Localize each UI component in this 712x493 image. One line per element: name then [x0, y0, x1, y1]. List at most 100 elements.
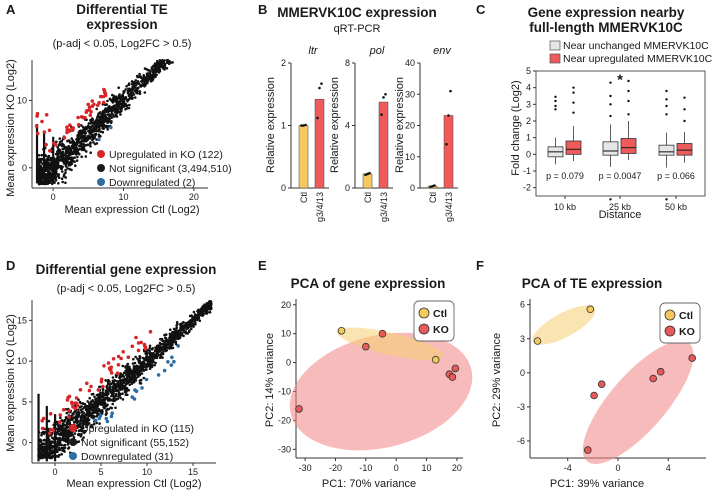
not-significant-point — [165, 59, 169, 62]
upregulated-point — [109, 368, 113, 372]
not-significant-point — [49, 156, 52, 160]
not-significant-point — [56, 166, 59, 170]
x-tick-label: 0 — [51, 192, 56, 202]
upregulated-point — [42, 130, 47, 134]
not-significant-point — [45, 180, 48, 183]
not-significant-point — [163, 59, 166, 62]
downregulated-point — [105, 419, 110, 424]
panel-c-legend-swatch-unchanged — [549, 40, 561, 51]
not-significant-point — [47, 166, 51, 169]
not-significant-point — [166, 61, 169, 64]
not-significant-point — [76, 155, 79, 159]
outlier-point — [665, 198, 668, 201]
not-significant-point — [60, 432, 64, 436]
panel-d-legend-down: Downregulated (31) — [81, 451, 173, 463]
not-significant-point — [60, 177, 64, 181]
not-significant-point — [105, 103, 108, 106]
outlier-point — [609, 103, 612, 106]
not-significant-point — [106, 380, 110, 383]
not-significant-point — [189, 319, 192, 323]
not-significant-point — [178, 336, 182, 340]
not-significant-point — [92, 407, 96, 410]
not-significant-point — [56, 149, 60, 152]
significance-star: * — [617, 71, 623, 88]
not-significant-point — [126, 362, 130, 366]
not-significant-point — [119, 113, 122, 116]
not-significant-point — [154, 64, 157, 68]
y-tick-label: 3 — [520, 334, 525, 344]
not-significant-point — [72, 149, 76, 153]
not-significant-point — [110, 99, 113, 103]
panel-a-letter: A — [6, 2, 16, 17]
not-significant-point — [87, 137, 90, 140]
ko-point — [649, 374, 657, 383]
not-significant-point — [91, 408, 94, 412]
not-significant-point — [83, 405, 86, 409]
panel-e-ylabel: PC2: 14% variance — [264, 333, 276, 427]
not-significant-point — [40, 157, 43, 161]
panel-a: A Differential TE expression (p-adj < 0.… — [5, 2, 232, 216]
not-significant-point — [57, 156, 61, 159]
not-significant-point — [111, 402, 114, 406]
not-significant-point — [77, 420, 80, 423]
x-tick-label: 0 — [52, 467, 57, 477]
panel-a-legend: Upregulated in KO (122) Not significant … — [97, 149, 232, 189]
x-tick-label: 10 kb — [554, 202, 576, 212]
not-significant-point — [171, 333, 174, 337]
panel-e-legend-swatch-ctl — [418, 307, 430, 319]
y-tick-label: 5 — [526, 66, 531, 76]
not-significant-point — [81, 420, 85, 424]
upregulated-point — [61, 408, 66, 412]
not-significant-point — [174, 340, 178, 344]
not-significant-point — [78, 405, 82, 409]
not-significant-point — [73, 432, 77, 435]
outlier-point — [683, 119, 686, 123]
low-expression-stripe — [37, 393, 40, 462]
panel-c-legend-unchanged: Near unchanged MMERVK10C — [563, 40, 709, 52]
not-significant-point — [148, 354, 152, 357]
downregulated-point — [162, 368, 167, 373]
not-significant-point — [125, 85, 128, 88]
not-significant-point — [82, 140, 86, 143]
not-significant-point — [75, 137, 78, 141]
not-significant-point — [106, 108, 110, 111]
not-significant-point — [148, 367, 152, 371]
outlier-point — [609, 81, 612, 84]
not-significant-point — [40, 450, 44, 453]
y-tick-label: 30 — [405, 89, 415, 99]
not-significant-point — [55, 173, 59, 176]
not-significant-point — [39, 445, 42, 448]
not-significant-point — [61, 155, 65, 158]
replicate-point — [300, 124, 303, 127]
not-significant-point — [68, 421, 72, 425]
not-significant-point — [92, 422, 96, 426]
not-significant-point — [141, 360, 145, 364]
not-significant-point — [64, 146, 67, 149]
x-tick-label: 10 — [422, 463, 432, 473]
not-significant-point — [89, 130, 93, 133]
not-significant-point — [71, 160, 75, 163]
not-significant-point — [146, 81, 149, 85]
bar-pol-g3/4/13 — [378, 101, 389, 189]
not-significant-point — [62, 173, 66, 176]
not-significant-point — [161, 61, 164, 64]
not-significant-point — [113, 397, 116, 401]
not-significant-point — [127, 371, 130, 375]
not-significant-point — [80, 124, 83, 127]
panel-c-legend-upregulated: Near upregulated MMERVK10C — [563, 53, 712, 65]
not-significant-point — [84, 131, 87, 135]
low-expression-stripe — [35, 124, 39, 184]
not-significant-point — [60, 144, 64, 148]
upregulated-point — [87, 388, 92, 393]
not-significant-point — [121, 392, 124, 396]
not-significant-point — [152, 76, 155, 80]
not-significant-point — [87, 422, 91, 425]
upregulated-point — [47, 128, 52, 133]
p-value-label: p = 0.079 — [546, 171, 584, 181]
not-significant-point — [58, 151, 61, 155]
panel-a-plot: 0 10 20 0 10 — [17, 59, 208, 202]
ko-points — [295, 329, 460, 413]
not-significant-point — [127, 106, 131, 110]
not-significant-point — [142, 365, 145, 369]
not-significant-point — [198, 319, 202, 323]
